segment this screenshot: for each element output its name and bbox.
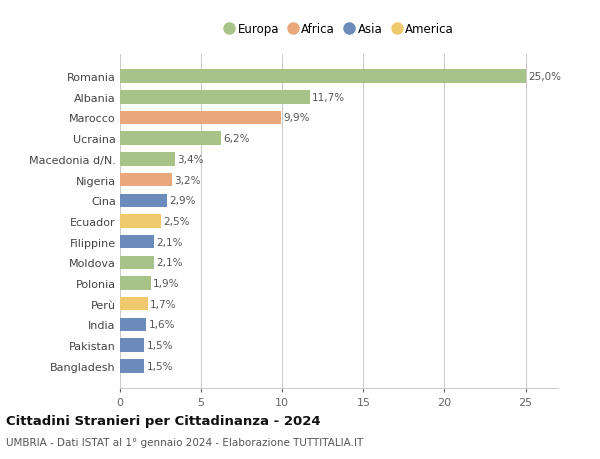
Bar bbox=[120, 297, 148, 311]
Bar bbox=[120, 339, 145, 352]
Text: 1,7%: 1,7% bbox=[150, 299, 176, 309]
Legend: Europa, Africa, Asia, America: Europa, Africa, Asia, America bbox=[222, 21, 456, 39]
Bar bbox=[120, 359, 145, 373]
Bar bbox=[120, 215, 161, 228]
Text: 6,2%: 6,2% bbox=[223, 134, 250, 144]
Text: Cittadini Stranieri per Cittadinanza - 2024: Cittadini Stranieri per Cittadinanza - 2… bbox=[6, 414, 320, 428]
Bar bbox=[120, 277, 151, 290]
Text: 1,6%: 1,6% bbox=[148, 320, 175, 330]
Text: 2,1%: 2,1% bbox=[157, 237, 183, 247]
Text: 25,0%: 25,0% bbox=[528, 72, 561, 82]
Text: UMBRIA - Dati ISTAT al 1° gennaio 2024 - Elaborazione TUTTITALIA.IT: UMBRIA - Dati ISTAT al 1° gennaio 2024 -… bbox=[6, 437, 363, 447]
Bar bbox=[120, 112, 281, 125]
Text: 3,4%: 3,4% bbox=[178, 155, 204, 164]
Text: 2,9%: 2,9% bbox=[169, 196, 196, 206]
Bar bbox=[120, 91, 310, 104]
Text: 9,9%: 9,9% bbox=[283, 113, 310, 123]
Text: 2,5%: 2,5% bbox=[163, 217, 190, 226]
Bar bbox=[120, 194, 167, 207]
Text: 1,5%: 1,5% bbox=[147, 361, 173, 371]
Bar bbox=[120, 70, 526, 84]
Text: 11,7%: 11,7% bbox=[312, 93, 346, 102]
Bar bbox=[120, 318, 146, 331]
Text: 3,2%: 3,2% bbox=[175, 175, 201, 185]
Bar bbox=[120, 256, 154, 269]
Text: 2,1%: 2,1% bbox=[157, 258, 183, 268]
Bar bbox=[120, 132, 221, 146]
Bar bbox=[120, 174, 172, 187]
Text: 1,5%: 1,5% bbox=[147, 341, 173, 350]
Bar bbox=[120, 235, 154, 249]
Text: 1,9%: 1,9% bbox=[153, 279, 180, 288]
Bar bbox=[120, 153, 175, 166]
